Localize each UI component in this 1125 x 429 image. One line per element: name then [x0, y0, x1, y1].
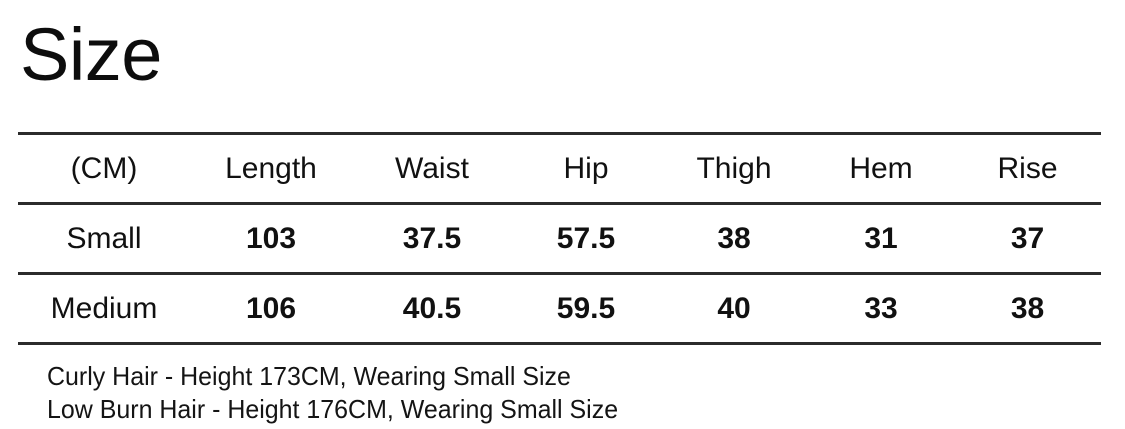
cell-rise: 38 — [954, 272, 1101, 345]
table-row: Medium 106 40.5 59.5 40 33 38 — [18, 272, 1101, 345]
cell-length: 106 — [190, 272, 352, 345]
cell-length: 103 — [190, 202, 352, 274]
cell-waist: 37.5 — [352, 202, 512, 274]
model-note-line-1: Curly Hair - Height 173CM, Wearing Small… — [47, 361, 571, 391]
cell-hip: 59.5 — [512, 272, 660, 345]
model-note-line-2: Low Burn Hair - Height 176CM, Wearing Sm… — [47, 393, 619, 424]
header-rise: Rise — [954, 132, 1101, 204]
cell-thigh: 40 — [660, 272, 808, 345]
row-size-label: Medium — [18, 272, 190, 345]
row-size-label: Small — [18, 202, 190, 274]
cell-waist: 40.5 — [352, 272, 512, 345]
table-row: Small 103 37.5 57.5 38 31 37 — [18, 202, 1101, 274]
cell-thigh: 38 — [660, 202, 808, 274]
header-thigh: Thigh — [660, 132, 808, 204]
size-table: (CM) Length Waist Hip Thigh Hem Rise Sma… — [18, 132, 1101, 345]
header-hip: Hip — [512, 132, 660, 204]
model-notes: Curly Hair - Height 173CM, Wearing Small… — [47, 360, 1087, 426]
header-length: Length — [190, 132, 352, 204]
size-chart: (CM) Length Waist Hip Thigh Hem Rise Sma… — [18, 132, 1101, 345]
cell-hem: 33 — [808, 272, 954, 345]
cell-hem: 31 — [808, 202, 954, 274]
header-hem: Hem — [808, 132, 954, 204]
table-header-row: (CM) Length Waist Hip Thigh Hem Rise — [18, 132, 1101, 204]
page-title: Size — [20, 13, 162, 96]
cell-hip: 57.5 — [512, 202, 660, 274]
cell-rise: 37 — [954, 202, 1101, 274]
header-unit: (CM) — [18, 132, 190, 204]
header-waist: Waist — [352, 132, 512, 204]
